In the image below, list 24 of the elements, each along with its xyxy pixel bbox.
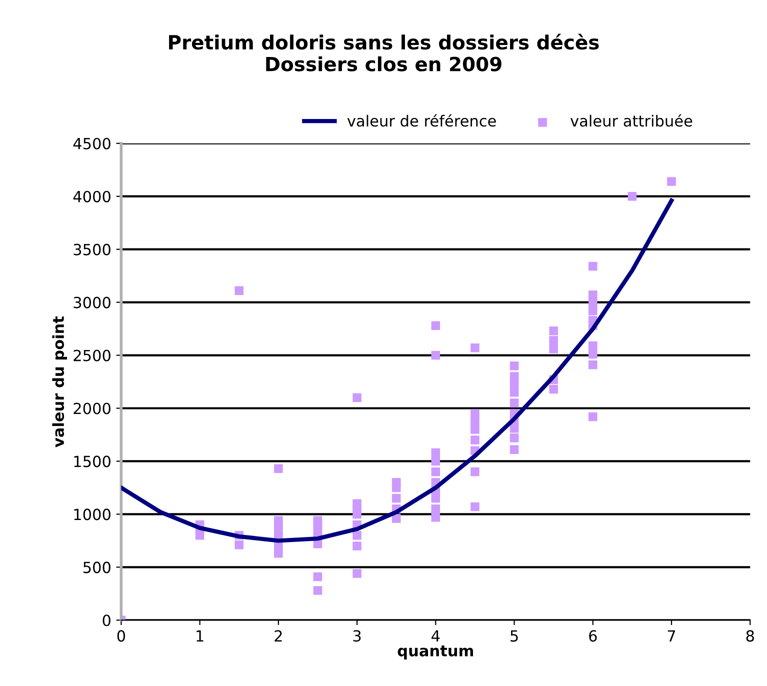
x-tick-label: 8 [746, 630, 754, 642]
y-tick-label: 2000 [74, 402, 110, 414]
y-tick-label: 1500 [74, 456, 110, 468]
y-tick-label: 1000 [74, 508, 110, 520]
legend-label: valeur de référence [347, 114, 496, 127]
x-tick-label: 4 [432, 630, 440, 642]
x-tick-label: 1 [196, 630, 204, 642]
y-axis-title: valeur du point [52, 316, 68, 448]
y-tick-label: 0 [102, 614, 110, 626]
x-tick-label: 2 [274, 630, 282, 642]
y-tick-label: 4500 [73, 138, 110, 150]
y-tick-label: 3500 [74, 244, 110, 256]
x-tick-label: 0 [117, 630, 126, 642]
y-tick-label: 4000 [73, 190, 110, 202]
x-axis-title: quantum [398, 646, 473, 660]
y-tick-label: 500 [83, 562, 110, 574]
y-tick-label: 3000 [74, 296, 110, 308]
x-tick-label: 5 [510, 630, 518, 642]
y-tick-label: 2500 [74, 350, 110, 362]
chart-title: Pretium doloris sans les dossiers décès Dossiers clos en 2009 [169, 34, 599, 72]
legend-label: valeur attribuée [570, 114, 692, 127]
x-tick-label: 7 [668, 630, 676, 642]
x-tick-label: 6 [589, 630, 597, 642]
x-tick-label: 3 [353, 630, 361, 642]
